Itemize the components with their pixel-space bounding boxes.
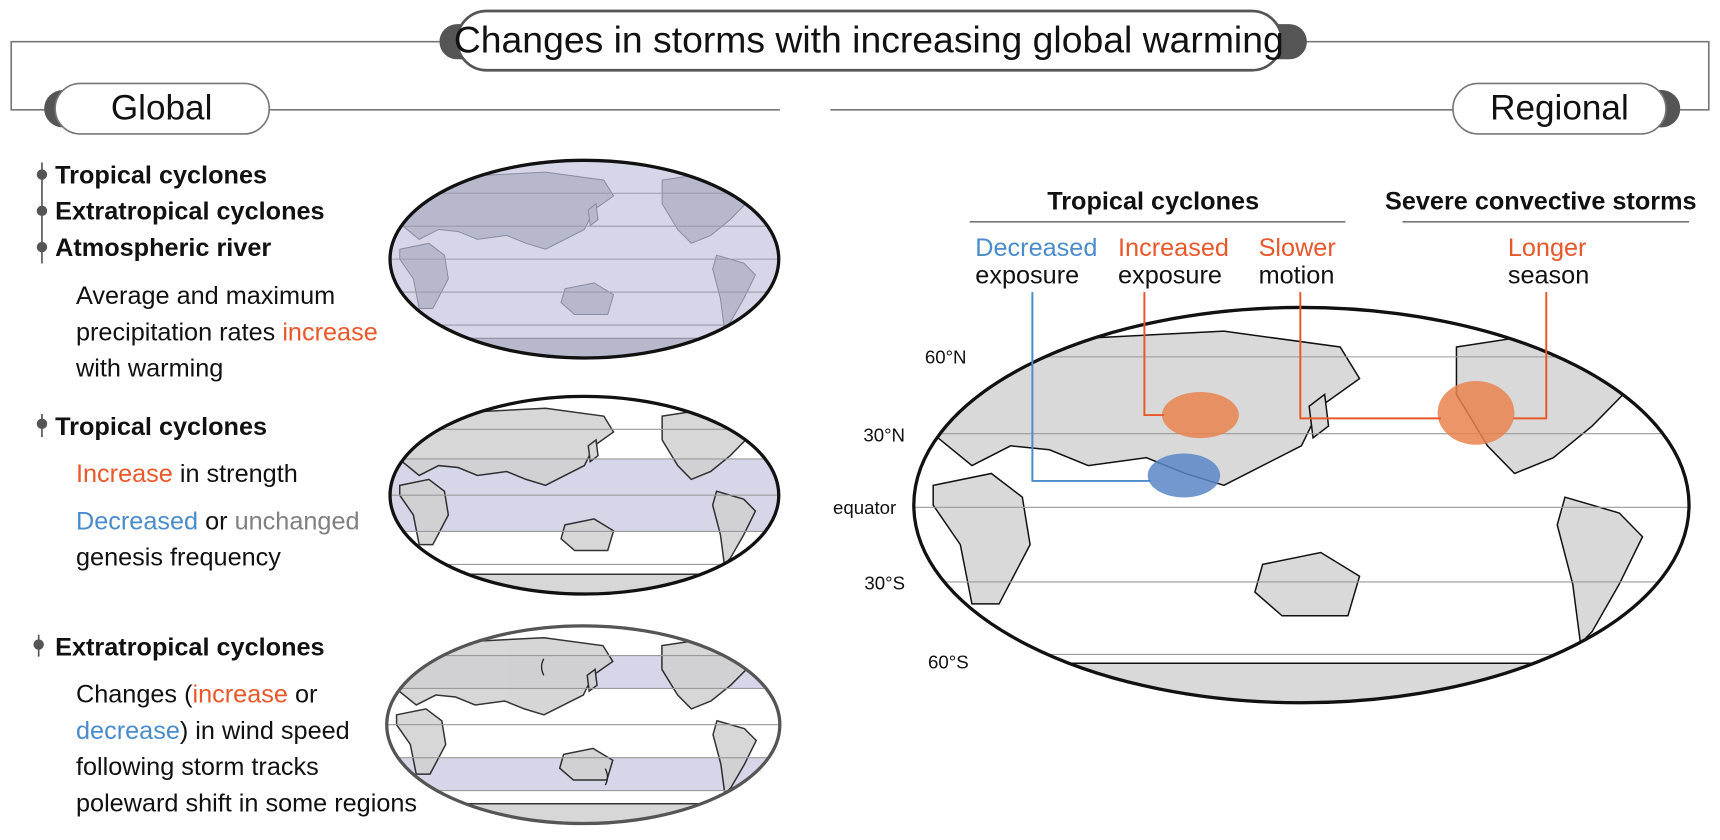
heading: Tropical cyclones (55, 161, 267, 189)
text: increase (193, 681, 288, 709)
heading: Extratropical cyclones (55, 634, 324, 662)
text-line: Average and maximum (76, 282, 335, 310)
heading: Tropical cyclones (55, 413, 267, 441)
text-line: Changes (increase or (76, 681, 317, 709)
text: unchanged (235, 507, 360, 535)
map-extratropical (386, 625, 780, 824)
map-precipitation (390, 160, 779, 358)
regional-pill (1452, 82, 1667, 135)
text: Changes ( (76, 681, 193, 709)
item-label: Decreased (975, 234, 1097, 262)
item-label: exposure (975, 261, 1079, 289)
item-label: exposure (1118, 261, 1222, 289)
text: Increase (76, 460, 173, 488)
latitude-label: 60°S (928, 652, 969, 673)
text: in strength (173, 460, 298, 488)
connector (1143, 292, 1165, 417)
text-line: Increase in strength (76, 460, 298, 488)
text-line: genesis frequency (76, 543, 281, 571)
text: Decreased (76, 507, 198, 535)
heading: Atmospheric river (55, 234, 271, 262)
map-tropical (390, 396, 779, 595)
latitude-label: 30°N (863, 424, 905, 445)
latitude-label: 30°S (864, 573, 905, 594)
map-outline (388, 158, 781, 360)
frame-lines (10, 40, 1710, 111)
title-pill (455, 9, 1284, 72)
title: Changes in storms with increasing global… (454, 19, 1284, 61)
global-pill (54, 82, 271, 135)
heading: Extratropical cyclones (55, 198, 324, 226)
text: precipitation rates (76, 318, 282, 346)
text-line: following storm tracks (76, 753, 319, 781)
item-label: Increased (1118, 234, 1229, 262)
item-label: Longer (1508, 234, 1587, 262)
highlight-longer (1437, 381, 1515, 445)
text: or (198, 507, 234, 535)
text-line: poleward shift in some regions (76, 789, 417, 817)
item-label: Slower (1259, 234, 1336, 262)
highlight-decreased (1147, 453, 1221, 498)
map-outline (912, 305, 1691, 705)
connector (1299, 292, 1441, 420)
item-label: season (1508, 261, 1589, 289)
bullets (33, 162, 48, 657)
text: or (288, 681, 317, 709)
global-label: Global (111, 89, 213, 128)
text-line: precipitation rates increase (76, 318, 378, 346)
connector (1513, 292, 1548, 420)
highlight-increased (1161, 392, 1239, 439)
group-title: Severe convective storms (1385, 188, 1697, 216)
latitude-label: equator (833, 497, 896, 518)
text-line: Decreased or unchanged (76, 507, 360, 535)
text: increase (282, 318, 377, 346)
item-label: motion (1259, 261, 1335, 289)
map-outline (388, 394, 781, 596)
text-line: with warming (75, 355, 223, 383)
map-outline (385, 624, 782, 826)
latitude-label: 60°N (925, 346, 967, 367)
group-title: Tropical cyclones (1047, 188, 1259, 216)
text-line: decrease) in wind speed (76, 717, 350, 745)
regional-label: Regional (1490, 89, 1629, 128)
text: ) in wind speed (180, 717, 350, 745)
connector (1031, 292, 1151, 482)
text: decrease (76, 717, 180, 745)
map-regional (913, 307, 1690, 703)
